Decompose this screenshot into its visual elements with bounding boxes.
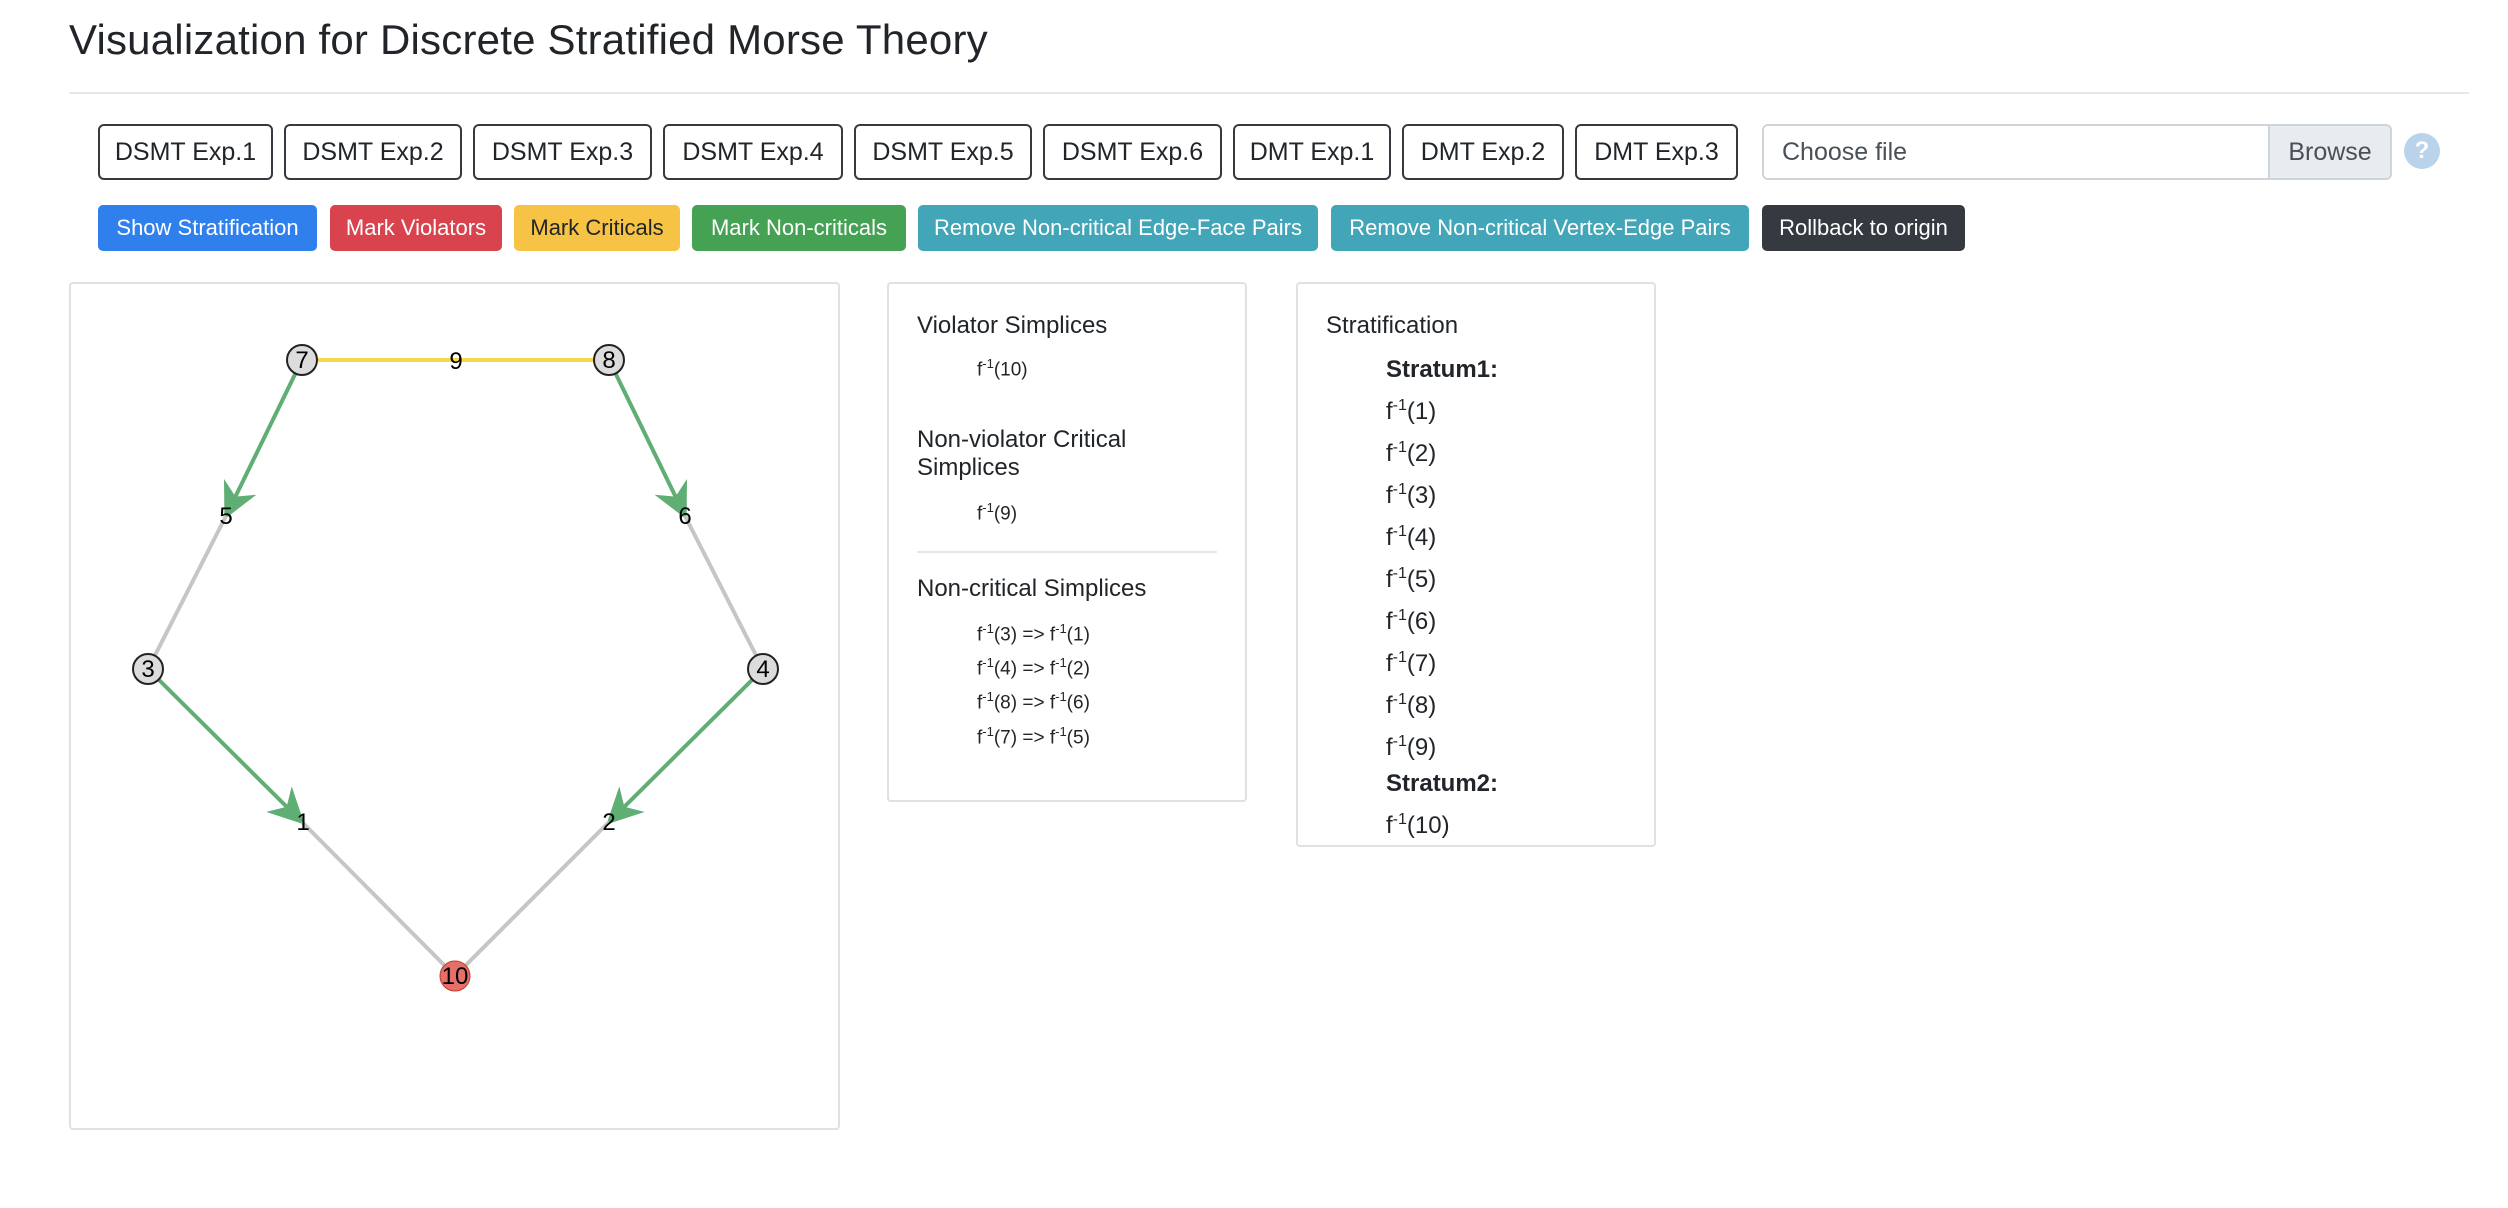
stratum-item: f-1(2): [1386, 439, 1437, 467]
noncritical-list: f-1(3) => f-1(1) f-1(4) => f-1(2) f-1(8)…: [977, 615, 1217, 752]
violator-title: Violator Simplices: [917, 312, 1108, 339]
critical-item: f-1(9): [977, 500, 1018, 525]
vertex-7[interactable]: 7: [286, 344, 318, 376]
edge-7-to-5[interactable]: [224, 359, 304, 520]
show-stratification-button[interactable]: Show Stratification: [98, 205, 317, 251]
vertex-10[interactable]: 10: [439, 960, 471, 992]
nonviolator-critical-list: f-1(9): [977, 494, 1217, 528]
noncritical-pair: f-1(7) => f-1(5): [977, 723, 1090, 748]
rollback-button[interactable]: Rollback to origin: [1762, 205, 1965, 251]
edge-5-to-3[interactable]: [146, 515, 228, 670]
stratum-item: f-1(4): [1386, 523, 1437, 551]
vertex-3[interactable]: 3: [132, 653, 164, 685]
vertex-label-7: 7: [295, 347, 308, 374]
exp-button-dmt-3[interactable]: DMT Exp.3: [1575, 124, 1738, 180]
simplices-panel: Violator Simplices f-1(10) Non-violator …: [887, 282, 1247, 802]
edge-4-to-2[interactable]: [606, 667, 765, 825]
noncritical-title: Non-critical Simplices: [917, 574, 1147, 602]
exp-button-dsmt-2[interactable]: DSMT Exp.2: [284, 124, 462, 180]
stratification-list: Stratum1: f-1(1) f-1(2) f-1(3) f-1(4) f-…: [1386, 352, 1626, 844]
remove-edge-face-pairs-button[interactable]: Remove Non-critical Edge-Face Pairs: [918, 205, 1318, 251]
stratum-item: f-1(1): [1386, 397, 1437, 425]
mark-criticals-button[interactable]: Mark Criticals: [514, 205, 680, 251]
stratum-item: f-1(7): [1386, 649, 1437, 677]
stratum-item: f-1(8): [1386, 691, 1437, 719]
file-input-label[interactable]: Choose file: [1782, 137, 1908, 166]
vertex-label-3: 3: [141, 656, 154, 683]
stratum-item: f-1(3): [1386, 481, 1437, 509]
stratum-heading: Stratum1:: [1386, 356, 1499, 383]
stratum-item: f-1(9): [1386, 733, 1437, 761]
browse-button[interactable]: Browse: [2268, 126, 2390, 178]
violator-item: f-1(10): [977, 356, 1028, 381]
mark-violators-button[interactable]: Mark Violators: [330, 205, 502, 251]
stratum-item: f-1(10): [1386, 811, 1450, 839]
edge-3-to-1[interactable]: [146, 667, 305, 825]
simplicial-complex-graph[interactable]: 9 5 6 1 2 7 8 3 4 10: [71, 284, 842, 1132]
stratum-item: f-1(5): [1386, 565, 1437, 593]
edge-8-to-6[interactable]: [607, 359, 687, 520]
stratification-panel: Stratification Stratum1: f-1(1) f-1(2) f…: [1296, 282, 1656, 847]
noncritical-pair: f-1(3) => f-1(1): [977, 620, 1090, 645]
file-chooser[interactable]: Choose file Browse: [1762, 124, 2392, 180]
exp-button-dsmt-1[interactable]: DSMT Exp.1: [98, 124, 273, 180]
exp-button-dsmt-5[interactable]: DSMT Exp.5: [854, 124, 1032, 180]
exp-button-dmt-2[interactable]: DMT Exp.2: [1402, 124, 1564, 180]
exp-button-dsmt-4[interactable]: DSMT Exp.4: [663, 124, 843, 180]
stratum-item: f-1(6): [1386, 607, 1437, 635]
help-icon[interactable]: ?: [2404, 133, 2440, 169]
noncritical-pair: f-1(4) => f-1(2): [977, 654, 1090, 680]
page-title: Visualization for Discrete Stratified Mo…: [69, 16, 988, 63]
mark-noncriticals-button[interactable]: Mark Non-criticals: [692, 205, 906, 251]
stratification-title: Stratification: [1326, 312, 1459, 339]
nonviolator-critical-title: Non-violator Critical Simplices: [917, 426, 1127, 482]
edge-1-to-10[interactable]: [300, 820, 457, 978]
section-divider: [917, 550, 1217, 553]
title-divider: [69, 92, 2469, 94]
edge-label-2: 2: [602, 809, 615, 836]
edge-2-to-10[interactable]: [453, 820, 611, 978]
exp-button-dsmt-3[interactable]: DSMT Exp.3: [473, 124, 652, 180]
edge-label-9: 9: [449, 348, 462, 375]
graph-panel: 9 5 6 1 2 7 8 3 4 10: [69, 282, 840, 1130]
edge-label-1: 1: [296, 809, 309, 836]
vertex-8[interactable]: 8: [593, 344, 625, 376]
vertex-label-4: 4: [756, 656, 769, 683]
violator-list: f-1(10): [977, 350, 1217, 384]
edge-label-5: 5: [219, 503, 232, 530]
noncritical-pair: f-1(8) => f-1(6): [977, 689, 1090, 714]
vertex-label-8: 8: [602, 347, 615, 374]
vertex-4[interactable]: 4: [747, 653, 779, 685]
stratum-heading: Stratum2:: [1386, 770, 1499, 797]
exp-button-dmt-1[interactable]: DMT Exp.1: [1233, 124, 1391, 180]
vertex-label-10: 10: [442, 963, 469, 990]
edge-6-to-4[interactable]: [683, 515, 765, 670]
exp-button-dsmt-6[interactable]: DSMT Exp.6: [1043, 124, 1222, 180]
edge-label-6: 6: [678, 503, 691, 530]
remove-vertex-edge-pairs-button[interactable]: Remove Non-critical Vertex-Edge Pairs: [1331, 205, 1749, 251]
